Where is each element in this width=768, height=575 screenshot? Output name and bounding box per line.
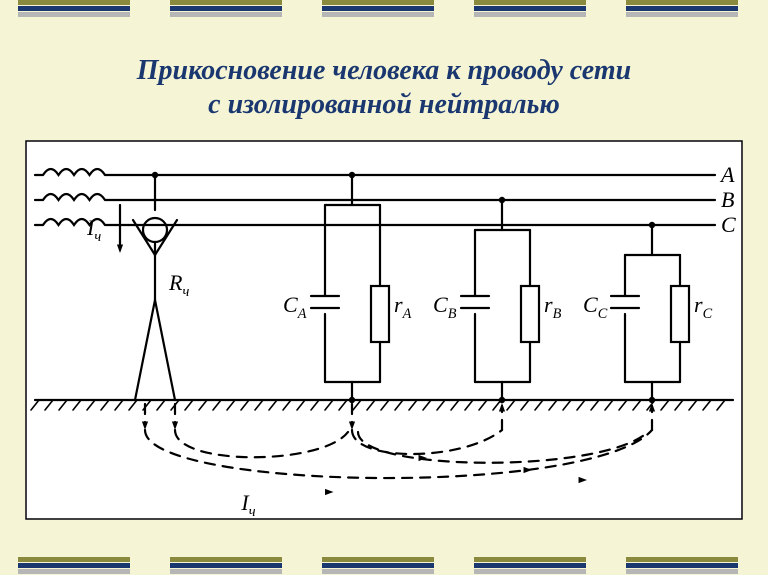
svg-text:rC: rC <box>694 292 713 322</box>
svg-text:CC: CC <box>583 292 608 322</box>
title-line-1: Прикосновение человека к проводу сети <box>0 54 768 88</box>
slide-page: Прикосновение человека к проводу сети с … <box>0 0 768 575</box>
slide-title: Прикосновение человека к проводу сети с … <box>0 54 768 121</box>
svg-text:C: C <box>721 212 736 237</box>
svg-text:A: A <box>719 162 735 187</box>
svg-text:rB: rB <box>544 292 562 322</box>
svg-text:Rч: Rч <box>168 270 189 300</box>
circuit-svg: ABCIчRчCArACBrBCCrCIч <box>25 140 743 520</box>
title-line-2: с изолированной нейтралью <box>0 88 768 122</box>
svg-text:CB: CB <box>433 292 457 322</box>
circuit-diagram: ABCIчRчCArACBrBCCrCIч <box>25 140 743 520</box>
svg-text:B: B <box>721 187 734 212</box>
svg-text:CA: CA <box>283 292 307 322</box>
svg-text:rA: rA <box>394 292 412 322</box>
svg-text:Iч: Iч <box>240 490 255 520</box>
